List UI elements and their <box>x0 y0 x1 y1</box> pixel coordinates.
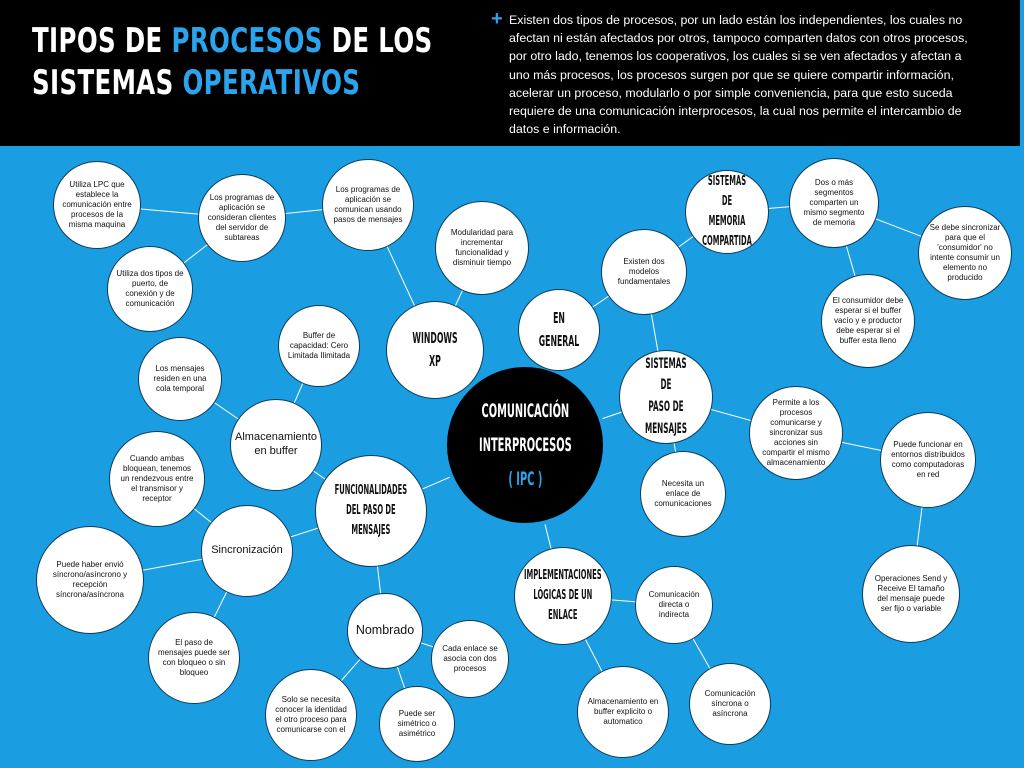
leaf-node-consumidor: El consumidor debe esperar si el buffer … <box>821 274 915 368</box>
hub-node-paso: SISTEMAS DE PASO DE MENSAJES <box>619 350 713 444</box>
leaf-node-pasos_msg: Los programas de aplicación se comunican… <box>322 159 414 251</box>
hub-label-line: MEMORIA <box>708 214 746 229</box>
leaf-label: Existen dos modelos fundamentales <box>617 257 671 286</box>
leaf-node-envio: Puede haber envió síncrono/asíncrono y r… <box>36 526 144 634</box>
hub-label-line: SISTEMAS DE <box>707 173 747 209</box>
hub-node-memoria: SISTEMAS DE MEMORIA COMPARTIDA <box>685 170 769 254</box>
leaf-label: Los programas de aplicación se comunican… <box>333 185 403 224</box>
leaf-node-lpc: Utiliza LPC que establece la comunicació… <box>53 161 141 249</box>
center-ipc-label: ( IPC ) <box>508 468 542 490</box>
leaf-node-almacen: Almacenamiento en buffer <box>230 399 322 491</box>
title-text: DE LOS <box>322 21 433 61</box>
hub-node-general: EN GENERAL <box>518 289 600 371</box>
center-line-2: INTERPROCESOS <box>478 434 572 456</box>
leaf-node-segmentos: Dos o más segmentos comparten un mismo s… <box>789 158 879 248</box>
hub-label-line: IMPLEMENTACIONES <box>524 567 602 583</box>
hub-label-line: WINDOWS XP <box>412 328 458 370</box>
leaf-label: Comunicación directa o indirecta <box>648 590 700 619</box>
leaf-label: Comunicación síncrona o asíncrona <box>704 689 756 718</box>
leaf-label: Buffer de capacidad: Cero Limitada Ilimi… <box>287 331 351 360</box>
hub-label-line: DEL PASO DE <box>346 502 396 518</box>
leaf-node-sincrona: Comunicación síncrona o asíncrona <box>689 663 771 745</box>
title-highlight: OPERATIVOS <box>182 63 361 103</box>
intro-paragraph: Existen dos tipos de procesos, por un la… <box>509 13 968 137</box>
title-text: TIPOS DE <box>32 21 172 61</box>
leaf-node-modelos: Existen dos modelos fundamentales <box>601 229 687 315</box>
leaf-node-simetrico: Puede ser simétrico o asimétrico <box>379 686 455 762</box>
leaf-node-distribuidos: Puede funcionar en entornos distribuidos… <box>880 412 976 508</box>
header-bar: TIPOS DE PROCESOS DE LOS SISTEMAS OPERATI… <box>0 0 1020 146</box>
hub-label-line: COMPARTIDA <box>702 234 752 250</box>
leaf-label: El consumidor debe esperar si el buffer … <box>832 296 904 345</box>
hub-label-line: ENLACE <box>548 608 578 624</box>
center-node-comunicacion-interprocesos: COMUNICACIÓN INTERPROCESOS ( IPC ) <box>443 363 607 527</box>
hub-label-line: SISTEMAS DE <box>645 355 687 394</box>
hub-node-impl: IMPLEMENTACIONES LÓGICAS DE UN ENLACE <box>514 547 612 645</box>
leaf-node-puerto: Utiliza dos tipos de puerto, de conexión… <box>107 246 193 332</box>
hub-node-windows: WINDOWS XP <box>386 301 484 399</box>
leaf-label: Se debe sincronizar para que el 'consumi… <box>929 223 1001 282</box>
leaf-label: Los mensajes residen en una cola tempora… <box>153 364 207 393</box>
leaf-label: Utiliza dos tipos de puerto, de conexión… <box>116 269 184 308</box>
leaf-label: Cuando ambas bloquean, tenemos un rendez… <box>120 454 194 503</box>
center-line-1: COMUNICACIÓN <box>481 400 569 422</box>
leaf-label: Puede haber envió síncrono/asíncrono y r… <box>52 560 128 599</box>
hub-node-func: FUNCIONALIDADES DEL PASO DE MENSAJES <box>315 455 427 567</box>
leaf-label: Puede funcionar en entornos distribuidos… <box>891 440 965 479</box>
leaf-node-sincronizacion: Sincronización <box>201 505 293 597</box>
leaf-label: Puede ser simétrico o asimétrico <box>397 709 437 738</box>
leaf-label: Operaciones Send y Receive El tamaño del… <box>874 574 948 613</box>
leaf-node-enlace: Necesita un enlace de comunicaciones <box>640 451 726 537</box>
leaf-label: Almacenamiento en buffer explicito o aut… <box>587 697 659 726</box>
leaf-node-permite: Permite a los procesos comunicarse y sin… <box>749 386 843 480</box>
hub-label-line: EN GENERAL <box>538 308 580 350</box>
hub-label-line: MENSAJES <box>645 420 687 437</box>
leaf-label: Modularidad para incrementar funcionalid… <box>450 228 514 267</box>
leaf-node-explicito: Almacenamiento en buffer explicito o aut… <box>577 666 669 758</box>
leaf-label: Dos o más segmentos comparten un mismo s… <box>803 178 865 227</box>
hub-label-line: FUNCIONALIDADES <box>334 482 408 498</box>
leaf-label: Utiliza LPC que establece la comunicació… <box>62 180 132 229</box>
leaf-label: Necesita un enlace de comunicaciones <box>654 479 712 508</box>
title-highlight: PROCESOS <box>171 21 323 61</box>
hub-label-line: MENSAJES <box>351 523 391 539</box>
hub-label-line: PASO DE <box>648 399 684 415</box>
hub-label-line: LÓGICAS DE UN <box>533 587 593 603</box>
leaf-label: Almacenamiento en buffer <box>235 431 317 457</box>
leaf-node-directa: Comunicación directa o indirecta <box>635 566 713 644</box>
leaf-node-bloqueo: El paso de mensajes puede ser con bloque… <box>148 612 240 704</box>
leaf-node-nombrado: Nombrado <box>347 593 423 669</box>
leaf-node-identidad: Solo se necesita conocer la identidad el… <box>265 669 357 761</box>
leaf-node-sincronizar: Se debe sincronizar para que el 'consumi… <box>918 206 1012 300</box>
leaf-label: Nombrado <box>355 623 415 638</box>
leaf-node-send: Operaciones Send y Receive El tamaño del… <box>862 545 960 643</box>
leaf-node-cola: Los mensajes residen en una cola tempora… <box>138 337 222 421</box>
leaf-node-clientes: Los programas de aplicación se considera… <box>198 174 286 262</box>
leaf-node-capacidad: Buffer de capacidad: Cero Limitada Ilimi… <box>278 305 360 387</box>
leaf-label: El paso de mensajes puede ser con bloque… <box>157 638 231 677</box>
leaf-label: Sincronización <box>211 544 283 557</box>
leaf-label: Los programas de aplicación se considera… <box>207 193 277 242</box>
leaf-node-modularidad: Modularidad para incrementar funcionalid… <box>435 201 529 295</box>
page-title: TIPOS DE PROCESOS DE LOS SISTEMAS OPERATI… <box>32 20 432 104</box>
leaf-label: Solo se necesita conocer la identidad el… <box>275 695 347 734</box>
leaf-label: Permite a los procesos comunicarse y sin… <box>762 398 830 467</box>
plus-icon: + <box>491 8 503 30</box>
leaf-node-cada: Cada enlace se asocia con dos procesos <box>431 620 509 698</box>
leaf-node-rendezvous: Cuando ambas bloquean, tenemos un rendez… <box>109 431 205 527</box>
title-text: SISTEMAS <box>32 63 183 103</box>
leaf-label: Cada enlace se asocia con dos procesos <box>442 644 498 673</box>
